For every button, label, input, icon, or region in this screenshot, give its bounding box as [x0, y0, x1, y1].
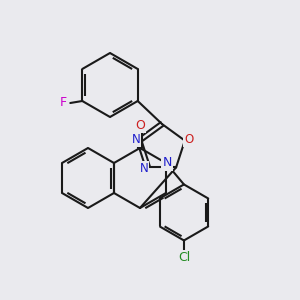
- Text: N: N: [162, 157, 172, 169]
- Text: Cl: Cl: [178, 251, 190, 264]
- Text: F: F: [60, 97, 67, 110]
- Text: O: O: [184, 133, 194, 146]
- Text: O: O: [135, 119, 145, 133]
- Text: N: N: [132, 133, 140, 146]
- Text: N: N: [140, 162, 148, 175]
